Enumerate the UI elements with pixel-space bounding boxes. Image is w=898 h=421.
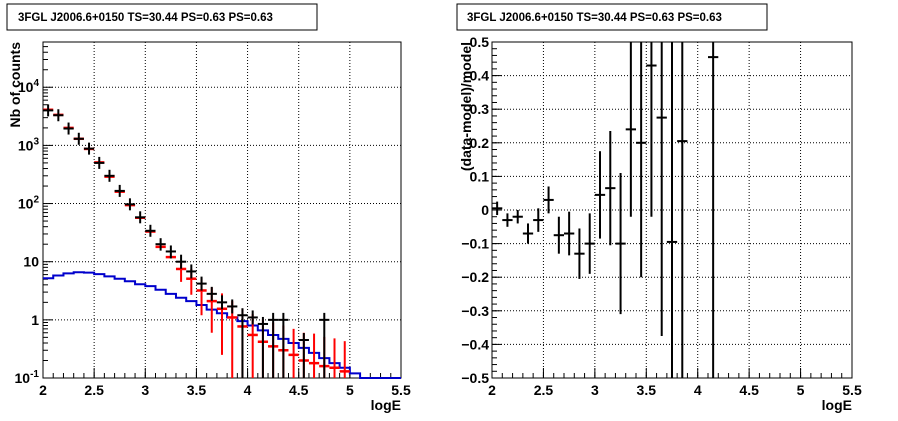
left-y-tick-label: 103 xyxy=(18,136,40,153)
left-panel: 3FGL J2006.6+0150 TS=30.44 PS=0.63 PS=0.… xyxy=(6,3,411,413)
right-y-tick-label: 0.4 xyxy=(470,68,490,84)
right-axis-ticks: 2 2.5 3 3.5 4 4.5 5 5.5 −0.5 −0.4 −0.3 −0.2 −0.1 0 0.1… xyxy=(461,34,862,398)
right-x-tick-label: 2.5 xyxy=(534,382,554,398)
left-x-tick-label: 2 xyxy=(39,382,47,398)
right-y-tick-label: 0 xyxy=(481,202,489,218)
right-x-tick-label: 3.5 xyxy=(637,382,657,398)
right-chart-title-box: 3FGL J2006.6+0150 TS=30.44 PS=0.63 PS=0.… xyxy=(456,3,768,31)
right-y-tick-label: −0.2 xyxy=(461,269,489,285)
left-y-axis-label: Nb of counts xyxy=(7,42,23,128)
left-x-tick-label: 4 xyxy=(244,382,252,398)
right-y-tick-label: 0.2 xyxy=(470,135,490,151)
left-y-tick-label: 10-1 xyxy=(15,369,40,386)
left-data-marks xyxy=(43,104,401,379)
left-x-tick-label: 3 xyxy=(141,382,149,398)
left-y-tick-label: 104 xyxy=(18,78,40,95)
right-x-tick-label: 5.5 xyxy=(842,382,862,398)
left-x-tick-label: 2.5 xyxy=(84,382,104,398)
left-x-axis-label: logE xyxy=(371,397,401,413)
right-x-tick-label: 5 xyxy=(797,382,805,398)
right-y-tick-label: −0.5 xyxy=(461,370,489,386)
left-plot-frame xyxy=(42,41,402,379)
right-y-tick-label: −0.4 xyxy=(461,336,489,352)
right-x-tick-label: 3 xyxy=(591,382,599,398)
left-x-tick-label: 5 xyxy=(346,382,354,398)
left-grid xyxy=(43,42,401,378)
right-x-axis-label: logE xyxy=(822,397,852,413)
right-y-tick-label: 0.3 xyxy=(470,101,490,117)
right-x-tick-label: 4 xyxy=(694,382,702,398)
left-x-tick-label: 3.5 xyxy=(187,382,207,398)
right-panel: 3FGL J2006.6+0150 TS=30.44 PS=0.63 PS=0.… xyxy=(456,3,862,413)
left-y-tick-label: 10 xyxy=(23,254,39,270)
right-y-axis-label: (data-model)/model xyxy=(458,42,474,171)
right-y-tick-label: −0.1 xyxy=(461,236,489,252)
right-x-tick-label: 2 xyxy=(488,382,496,398)
left-axis-ticks: 2 2.5 3 3.5 4 4.5 5 5.5 10-1 1 10 102 103 104 xyxy=(15,41,411,398)
left-x-tick-label: 5.5 xyxy=(391,382,411,398)
left-y-tick-label: 1 xyxy=(31,312,39,328)
right-x-tick-label: 4.5 xyxy=(739,382,759,398)
right-chart-title: 3FGL J2006.6+0150 TS=30.44 PS=0.63 PS=0.… xyxy=(467,12,722,24)
right-y-tick-label: 0.1 xyxy=(470,168,490,184)
left-chart-title-box: 3FGL J2006.6+0150 TS=30.44 PS=0.63 PS=0.… xyxy=(6,3,318,31)
left-y-tick-label: 102 xyxy=(18,195,40,212)
right-y-tick-label: 0.5 xyxy=(470,34,490,50)
left-x-tick-label: 4.5 xyxy=(289,382,309,398)
left-chart-title: 3FGL J2006.6+0150 TS=30.44 PS=0.63 PS=0.… xyxy=(18,12,273,24)
right-data-marks xyxy=(492,42,719,378)
right-y-tick-label: −0.3 xyxy=(461,303,489,319)
